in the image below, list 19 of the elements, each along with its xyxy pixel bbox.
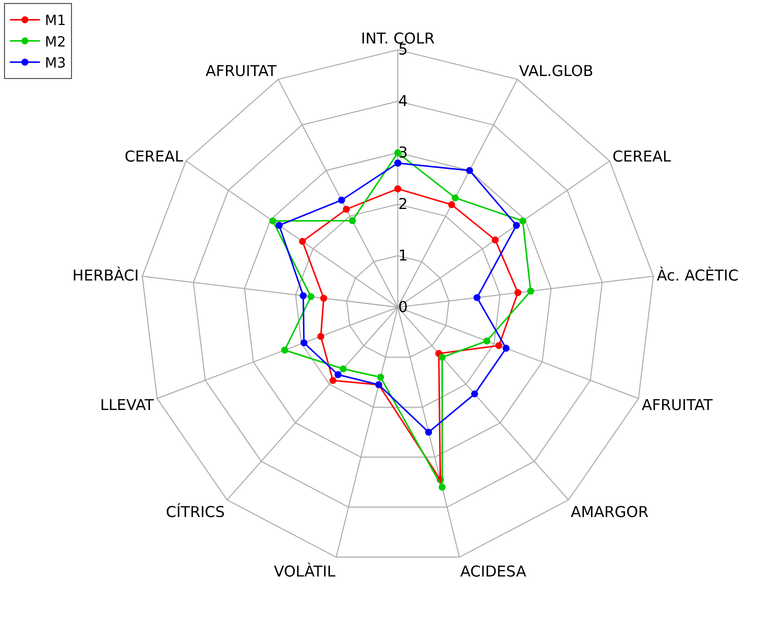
y-tick-label: 2 <box>398 195 408 214</box>
spoke-label: CEREAL <box>124 148 184 166</box>
spoke-label: LLEVAT <box>100 396 155 414</box>
legend-label: M1 <box>44 13 66 30</box>
spoke-label: CEREAL <box>612 148 672 166</box>
legend-label: M3 <box>44 56 66 72</box>
spoke-label: AFRUITAT <box>206 62 278 80</box>
spoke-label: ACIDESA <box>460 562 527 580</box>
spoke-label: AFRUITAT <box>642 396 714 414</box>
spoke-label: VOLÀTIL <box>274 562 336 580</box>
spoke-label: Àc. ACÈTIC <box>656 266 739 285</box>
spoke-label: AMARGOR <box>570 503 649 522</box>
spoke-label: HERBÀCI <box>72 266 139 285</box>
y-tick-label: 0 <box>398 298 408 316</box>
spoke-label: CÍTRICS <box>166 503 225 522</box>
y-tick-label: 1 <box>398 246 408 265</box>
legend-label: M2 <box>44 34 66 50</box>
y-tick-label: 4 <box>398 92 408 110</box>
spoke-label: VAL.GLOB <box>519 62 594 80</box>
